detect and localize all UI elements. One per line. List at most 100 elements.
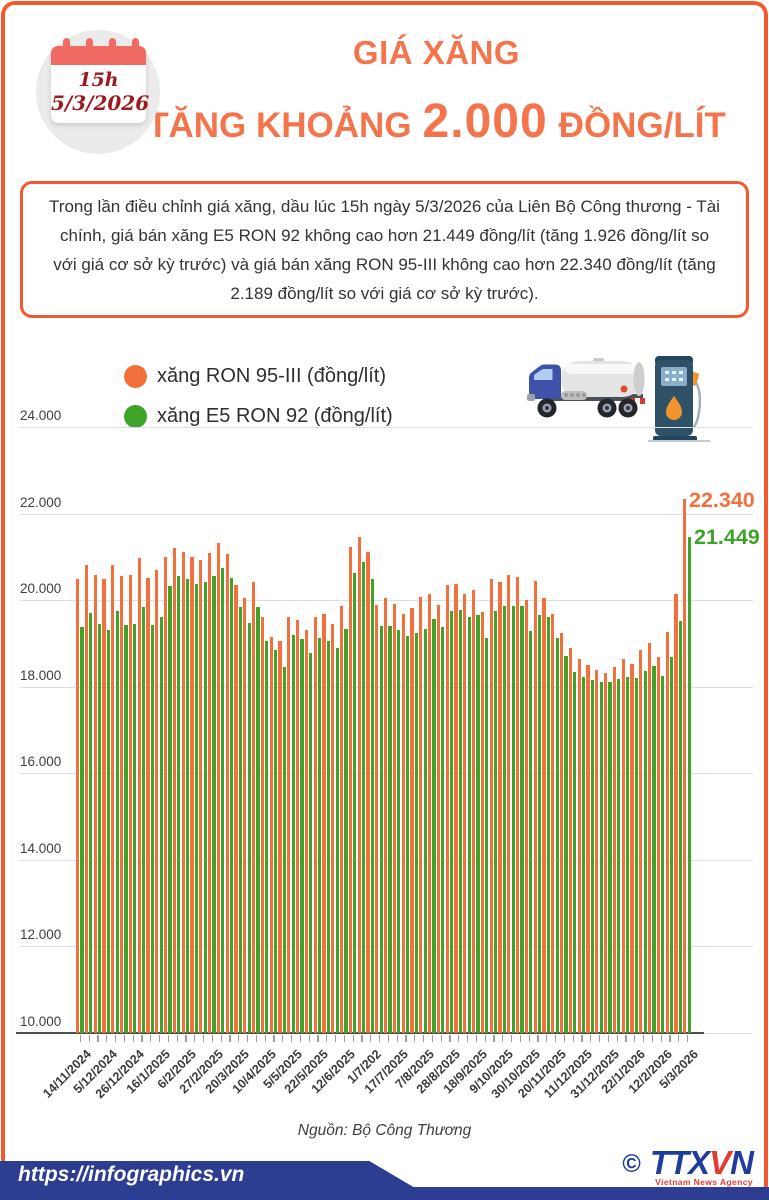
bar-ron95-iii (128, 575, 133, 1033)
page-title: GIÁ XĂNG (352, 34, 521, 71)
bar-e5-ron92 (186, 579, 190, 1033)
bar-ron95-iii (595, 669, 599, 1033)
bar-e5-ron92 (511, 605, 515, 1033)
bar-ron95-iii (304, 630, 309, 1033)
axis-tick (643, 1034, 645, 1042)
bar-e5-ron92 (634, 678, 639, 1033)
axis-tick (264, 1034, 266, 1042)
summary-box: Trong lần điều chỉnh giá xăng, dầu lúc 1… (20, 181, 749, 318)
subtitle-prefix: TĂNG KHOẢNG (147, 106, 412, 145)
bar-ron95-iii (102, 578, 106, 1033)
axis-tick (317, 1034, 319, 1042)
bar-ron95-iii (392, 603, 397, 1033)
axis-tick (599, 1034, 601, 1042)
bar-ron95-iii (225, 553, 229, 1033)
bar-e5-ron92 (142, 606, 146, 1033)
pump-ground-line (648, 440, 710, 442)
y-axis-label: 12.000 (20, 927, 62, 943)
bar-ron95-iii (419, 596, 423, 1033)
axis-tick (106, 1034, 108, 1042)
axis-tick (185, 1034, 187, 1042)
axis-tick (97, 1034, 99, 1042)
bar-ron95-iii (260, 616, 265, 1033)
bar-ron95-iii (296, 619, 300, 1033)
axis-tick (335, 1034, 337, 1042)
bar-ron95-iii (524, 600, 529, 1033)
axis-tick (537, 1034, 539, 1042)
bar-ron95-iii (577, 658, 581, 1033)
axis-tick (607, 1034, 610, 1042)
bar-e5-ron92 (326, 640, 331, 1033)
bar-e5-ron92 (502, 605, 507, 1033)
bar-e5-ron92 (538, 614, 542, 1033)
legend-label-e5: xăng E5 RON 92 (đồng/lít) (157, 405, 393, 427)
axis-tick (176, 1034, 178, 1042)
site-url[interactable]: https://infographics.vn (18, 1163, 245, 1186)
axis-tick (669, 1034, 671, 1042)
bar-e5-ron92 (221, 568, 225, 1033)
axis-tick (238, 1034, 240, 1042)
bar-ron95-iii (93, 575, 97, 1033)
y-axis-label: 18.000 (20, 667, 62, 683)
bar-ron95-iii (269, 636, 273, 1033)
bar-ron95-iii (454, 583, 458, 1033)
legend-label-ron95: xăng RON 95-III (đồng/lít) (157, 365, 386, 387)
calendar-icon: 15h 5/3/2026 (36, 30, 160, 154)
axis-tick (150, 1034, 152, 1042)
axis-tick (651, 1034, 654, 1042)
bar-e5-ron92 (300, 639, 304, 1033)
bar-e5-ron92 (406, 635, 410, 1033)
bar-ron95-iii (428, 593, 432, 1033)
bar-e5-ron92 (362, 561, 366, 1033)
bar-e5-ron92 (520, 606, 524, 1033)
bar-e5-ron92 (133, 623, 137, 1033)
bar-ron95-iii (683, 498, 687, 1033)
bar-ron95-iii (155, 569, 159, 1033)
bar-ron95-iii (551, 613, 555, 1033)
bar-ron95-iii (208, 553, 212, 1033)
bar-ron95-iii (164, 556, 168, 1033)
axis-tick (352, 1034, 354, 1042)
axis-tick (590, 1034, 592, 1042)
calendar-time: 15h (78, 69, 119, 91)
bar-ron95-iii (172, 548, 177, 1033)
bar-ron95-iii (84, 564, 89, 1033)
y-axis-label: 24.000 (20, 408, 62, 423)
bar-e5-ron92 (344, 628, 348, 1033)
bar-e5-ron92 (194, 583, 199, 1033)
axis-tick (229, 1034, 231, 1042)
bar-ron95-iii (542, 598, 546, 1033)
axis-tick (255, 1034, 258, 1042)
bar-ron95-iii (498, 582, 502, 1033)
site-url-banner: https://infographics.vn (0, 1161, 415, 1188)
axis-tick (379, 1034, 381, 1042)
bar-e5-ron92 (467, 616, 471, 1033)
axis-tick (458, 1034, 460, 1042)
bar-ron95-iii (639, 649, 643, 1033)
final-value-e5: 21.449 (694, 525, 760, 549)
bar-e5-ron92 (670, 656, 674, 1033)
bar-e5-ron92 (265, 640, 269, 1033)
axis-tick (440, 1034, 442, 1042)
bar-ron95-iii (357, 536, 361, 1033)
axis-tick (423, 1034, 425, 1042)
agency-wordmark: TTXVN (649, 1144, 754, 1181)
bar-e5-ron92 (450, 610, 454, 1033)
gridline (20, 427, 753, 428)
bar-ron95-iii (648, 643, 652, 1033)
bar-ron95-iii (665, 631, 669, 1033)
axis-tick (634, 1034, 636, 1042)
bar-ron95-iii (331, 623, 335, 1033)
final-value-ron95: 22.340 (689, 488, 755, 512)
bar-e5-ron92 (678, 620, 683, 1033)
bar-ron95-iii (190, 557, 194, 1033)
axis-tick (572, 1034, 574, 1042)
axis-tick (502, 1034, 504, 1042)
bar-e5-ron92 (353, 573, 357, 1033)
bar-e5-ron92 (335, 647, 339, 1033)
legend-item-e5: xăng E5 RON 92 (đồng/lít) (124, 405, 393, 428)
axis-tick (361, 1034, 363, 1042)
bar-ron95-iii (568, 648, 573, 1033)
axis-tick (493, 1034, 495, 1042)
